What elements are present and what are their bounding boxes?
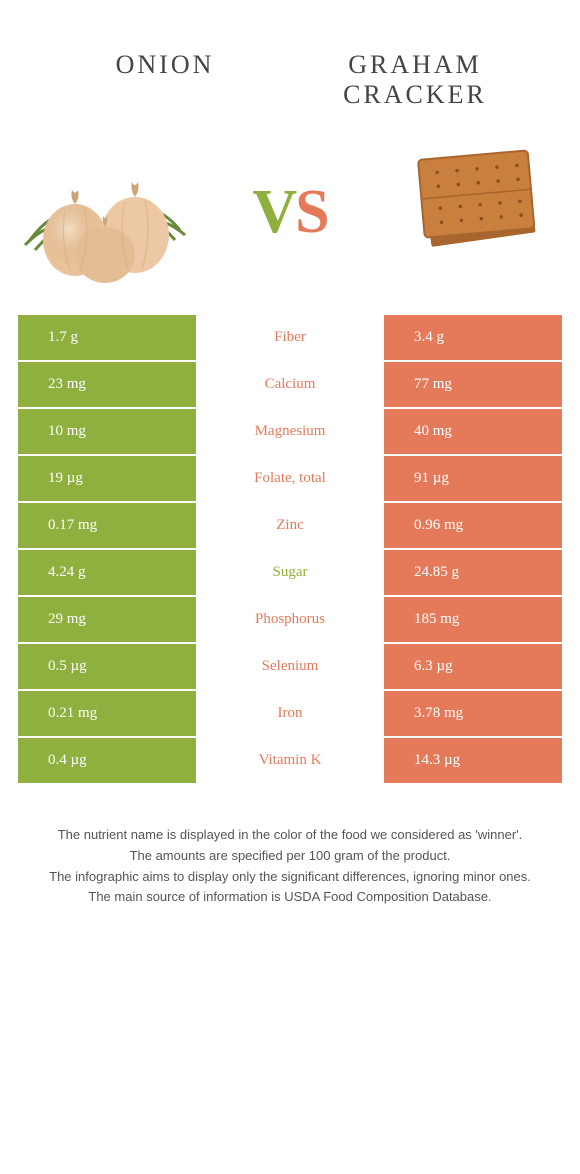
cell-right: 40 mg	[384, 409, 562, 454]
cell-left: 0.4 µg	[18, 738, 196, 783]
cell-label: Magnesium	[196, 409, 384, 454]
onion-icon	[20, 140, 190, 285]
cell-label: Sugar	[196, 550, 384, 595]
cell-left: 29 mg	[18, 597, 196, 642]
comparison-table: 1.7 gFiber3.4 g23 mgCalcium77 mg10 mgMag…	[18, 315, 562, 783]
cracker-icon	[390, 140, 560, 285]
footer-line3: The infographic aims to display only the…	[30, 867, 550, 888]
cell-label: Phosphorus	[196, 597, 384, 642]
cell-label: Vitamin K	[196, 738, 384, 783]
table-row: 0.21 mgIron3.78 mg	[18, 691, 562, 736]
table-row: 0.4 µgVitamin K14.3 µg	[18, 738, 562, 783]
vs-label: VS	[252, 177, 327, 248]
table-row: 29 mgPhosphorus185 mg	[18, 597, 562, 642]
cell-label: Folate, total	[196, 456, 384, 501]
cell-left: 0.5 µg	[18, 644, 196, 689]
onion-image	[20, 140, 190, 285]
cell-label: Iron	[196, 691, 384, 736]
cell-left: 0.21 mg	[18, 691, 196, 736]
cell-left: 0.17 mg	[18, 503, 196, 548]
header-left: Onion	[40, 50, 290, 110]
cell-right: 0.96 mg	[384, 503, 562, 548]
vs-s: S	[295, 178, 327, 246]
table-row: 0.5 µgSelenium6.3 µg	[18, 644, 562, 689]
title-right: Graham Cracker	[290, 50, 540, 110]
table-row: 1.7 gFiber3.4 g	[18, 315, 562, 360]
cell-right: 6.3 µg	[384, 644, 562, 689]
cell-left: 23 mg	[18, 362, 196, 407]
cell-label: Zinc	[196, 503, 384, 548]
header: Onion Graham Cracker	[0, 0, 580, 140]
cell-left: 1.7 g	[18, 315, 196, 360]
cell-left: 19 µg	[18, 456, 196, 501]
cell-right: 185 mg	[384, 597, 562, 642]
table-row: 10 mgMagnesium40 mg	[18, 409, 562, 454]
cell-right: 3.78 mg	[384, 691, 562, 736]
header-right: Graham Cracker	[290, 50, 540, 110]
images-row: VS	[0, 140, 580, 315]
table-row: 4.24 gSugar24.85 g	[18, 550, 562, 595]
title-left: Onion	[40, 50, 290, 80]
table-row: 23 mgCalcium77 mg	[18, 362, 562, 407]
footer-line1: The nutrient name is displayed in the co…	[30, 825, 550, 846]
cell-label: Selenium	[196, 644, 384, 689]
cracker-image	[390, 140, 560, 285]
cell-right: 77 mg	[384, 362, 562, 407]
vs-v: V	[252, 178, 295, 246]
cell-label: Fiber	[196, 315, 384, 360]
table-row: 19 µgFolate, total91 µg	[18, 456, 562, 501]
cell-left: 4.24 g	[18, 550, 196, 595]
cell-right: 24.85 g	[384, 550, 562, 595]
cell-right: 3.4 g	[384, 315, 562, 360]
table-row: 0.17 mgZinc0.96 mg	[18, 503, 562, 548]
cell-right: 91 µg	[384, 456, 562, 501]
footer-notes: The nutrient name is displayed in the co…	[0, 785, 580, 928]
cell-label: Calcium	[196, 362, 384, 407]
cell-left: 10 mg	[18, 409, 196, 454]
footer-line2: The amounts are specified per 100 gram o…	[30, 846, 550, 867]
footer-line4: The main source of information is USDA F…	[30, 887, 550, 908]
cell-right: 14.3 µg	[384, 738, 562, 783]
